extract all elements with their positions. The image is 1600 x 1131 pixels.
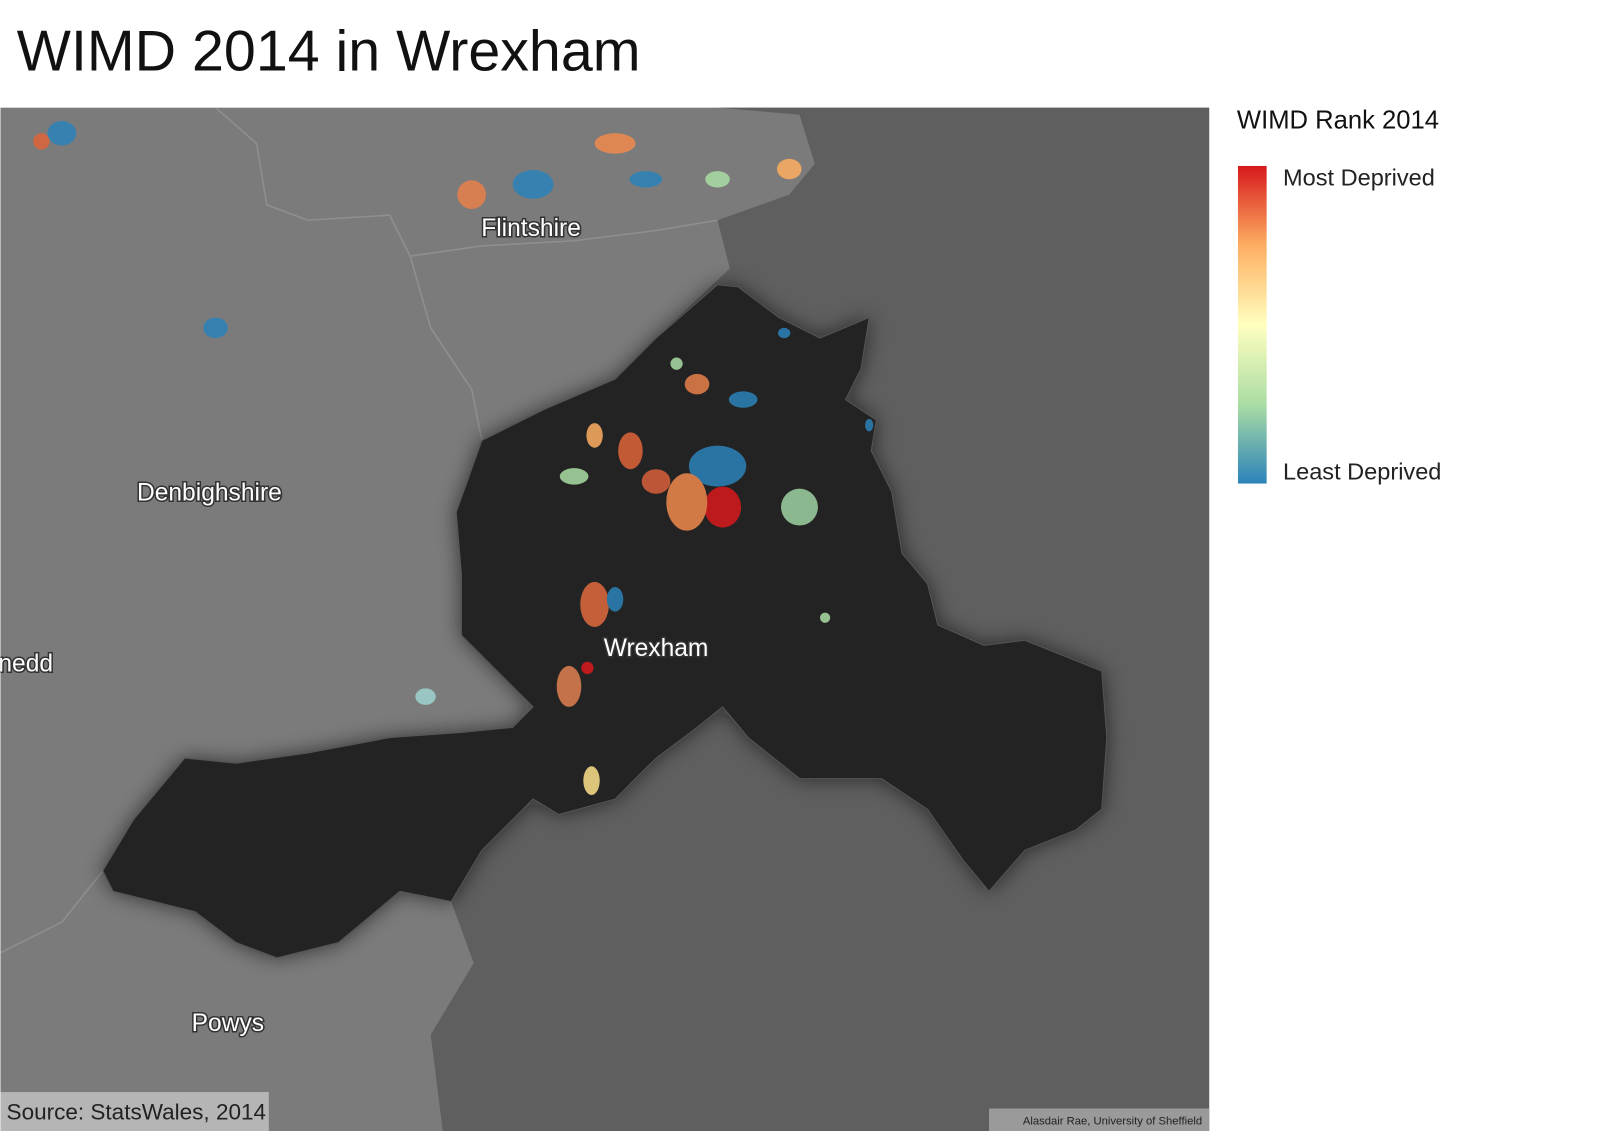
legend-title: WIMD Rank 2014 bbox=[1237, 107, 1439, 135]
place-label: Denbighshire bbox=[137, 479, 282, 506]
source-box bbox=[0, 1092, 269, 1131]
legend-label: Most Deprived bbox=[1283, 164, 1435, 190]
source: Source: StatsWales, 2014 bbox=[7, 1100, 266, 1125]
place-label: nedd bbox=[0, 650, 53, 677]
place-label: Wrexham bbox=[604, 635, 709, 662]
deprivation-areas bbox=[33, 120, 874, 795]
title: WIMD 2014 in Wrexham bbox=[17, 19, 641, 83]
map: Flintshire Denbighshire Wrexham nedd Pow… bbox=[0, 107, 1210, 1131]
credit-box bbox=[989, 1108, 1210, 1131]
place-label: Flintshire bbox=[481, 215, 581, 242]
credit: Alasdair Rae, University of Sheffield bbox=[1023, 1116, 1202, 1128]
place-label: Powys bbox=[192, 1010, 264, 1037]
boundaries bbox=[0, 107, 718, 954]
color-ramp bbox=[1237, 165, 1267, 484]
legend-label: Least Deprived bbox=[1283, 459, 1441, 485]
wrexham-area bbox=[102, 284, 1108, 959]
legend: WIMD Rank 2014 Most Deprived Least Depri… bbox=[1237, 107, 1441, 485]
